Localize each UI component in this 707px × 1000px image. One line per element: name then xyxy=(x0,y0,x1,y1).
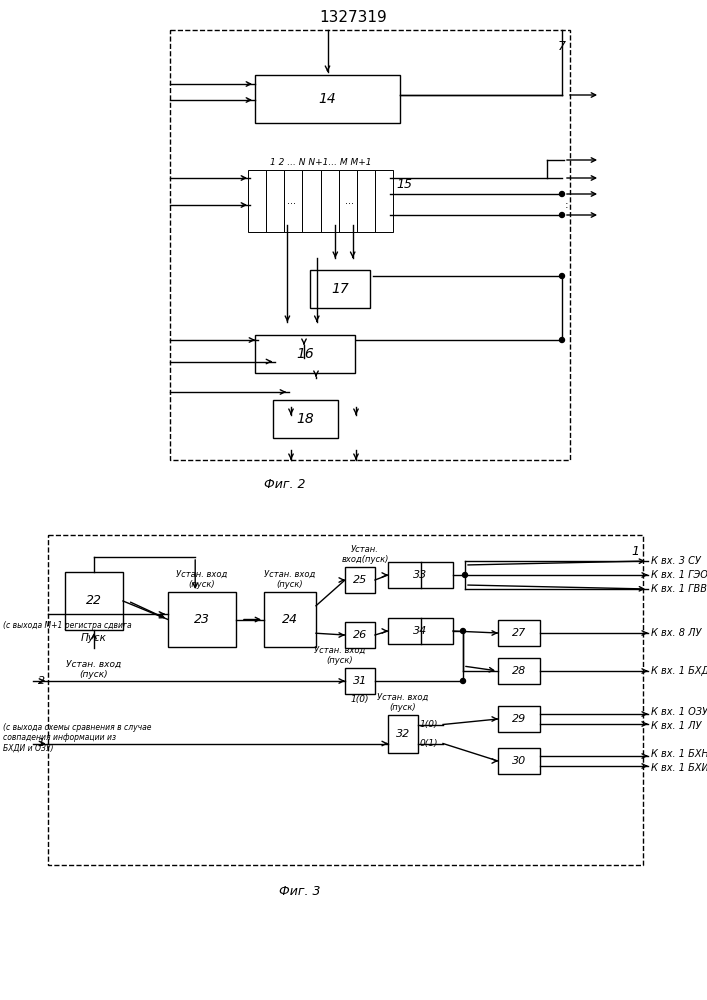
Text: Устан. вход
(пуск): Устан. вход (пуск) xyxy=(315,646,366,665)
Text: 27: 27 xyxy=(512,628,526,638)
Bar xyxy=(310,270,370,308)
Text: 28: 28 xyxy=(512,666,526,676)
Bar xyxy=(388,562,453,588)
Text: 18: 18 xyxy=(297,412,315,426)
Text: К вх. 8 ЛУ: К вх. 8 ЛУ xyxy=(651,628,701,638)
Bar xyxy=(388,715,418,753)
Bar xyxy=(498,620,540,646)
Text: Устан. вход
(пуск): Устан. вход (пуск) xyxy=(264,570,315,589)
Text: К вх. 1 ЛУ: К вх. 1 ЛУ xyxy=(651,721,701,731)
Text: 7: 7 xyxy=(558,40,566,53)
Text: Устан. вход
(пуск): Устан. вход (пуск) xyxy=(176,570,228,589)
Text: 1(0): 1(0) xyxy=(420,720,438,729)
Bar xyxy=(170,30,570,460)
Bar xyxy=(498,658,540,684)
Text: ...: ... xyxy=(287,196,296,206)
Bar xyxy=(303,170,320,232)
Text: 14: 14 xyxy=(319,92,337,106)
Text: 22: 22 xyxy=(86,594,102,607)
Text: К вх. 1 ОЗУ: К вх. 1 ОЗУ xyxy=(651,707,707,717)
Text: 1(0): 1(0) xyxy=(351,695,369,704)
Text: 34: 34 xyxy=(414,626,428,636)
Text: 25: 25 xyxy=(353,575,367,585)
Text: 30: 30 xyxy=(512,756,526,766)
Bar xyxy=(498,706,540,732)
Text: 16: 16 xyxy=(296,347,314,361)
Text: К вх. 1 ГЭО: К вх. 1 ГЭО xyxy=(651,570,707,580)
Bar xyxy=(345,622,375,648)
Bar xyxy=(320,170,339,232)
Text: Фиг. 2: Фиг. 2 xyxy=(264,478,305,491)
Text: К вх. 3 СУ: К вх. 3 СУ xyxy=(651,556,701,566)
Circle shape xyxy=(460,629,465,634)
Circle shape xyxy=(462,572,467,578)
Bar xyxy=(264,592,316,647)
Text: К вх. 1 БХННЭ: К вх. 1 БХННЭ xyxy=(651,749,707,759)
Text: 24: 24 xyxy=(282,613,298,626)
Text: 15: 15 xyxy=(396,178,412,191)
Text: 0(1): 0(1) xyxy=(420,739,438,748)
Text: 17: 17 xyxy=(331,282,349,296)
Bar xyxy=(498,748,540,774)
Text: 2: 2 xyxy=(38,676,45,686)
Bar xyxy=(248,170,266,232)
Text: 33: 33 xyxy=(414,570,428,580)
Circle shape xyxy=(559,273,564,278)
Circle shape xyxy=(559,213,564,218)
Text: (с выхода M+1 регистра сдвига: (с выхода M+1 регистра сдвига xyxy=(3,620,132,630)
Bar xyxy=(388,618,453,644)
Bar xyxy=(48,535,643,865)
Bar xyxy=(345,567,375,593)
Text: 29: 29 xyxy=(512,714,526,724)
Bar xyxy=(168,592,236,647)
Text: ...: ... xyxy=(345,196,354,206)
Text: Пуск: Пуск xyxy=(81,633,107,643)
Bar xyxy=(65,572,123,630)
Text: Устан.
вход(пуск): Устан. вход(пуск) xyxy=(341,545,389,564)
Text: 1: 1 xyxy=(38,738,45,748)
Bar xyxy=(339,170,357,232)
Circle shape xyxy=(559,192,564,196)
Circle shape xyxy=(559,338,564,342)
Text: 23: 23 xyxy=(194,613,210,626)
Text: К вх. 1 БХИОЗЭ: К вх. 1 БХИОЗЭ xyxy=(651,763,707,773)
Text: Фиг. 3: Фиг. 3 xyxy=(279,885,321,898)
Bar xyxy=(255,75,400,123)
Bar xyxy=(345,668,375,694)
Text: :: : xyxy=(565,200,569,210)
Text: К вх. 1 ГВВ: К вх. 1 ГВВ xyxy=(651,584,707,594)
Bar xyxy=(273,400,338,438)
Text: Устан. вход
(пуск): Устан. вход (пуск) xyxy=(378,693,428,712)
Text: Устан. вход
(пуск): Устан. вход (пуск) xyxy=(66,660,122,679)
Bar xyxy=(255,335,355,373)
Text: 26: 26 xyxy=(353,630,367,640)
Bar xyxy=(284,170,303,232)
Text: 1327319: 1327319 xyxy=(319,10,387,25)
Text: 1: 1 xyxy=(631,545,639,558)
Bar xyxy=(266,170,284,232)
Text: (с выхода схемы сравнения в случае
совпадения информации из
БХДИ и ОЗУ): (с выхода схемы сравнения в случае совпа… xyxy=(3,723,151,753)
Bar xyxy=(357,170,375,232)
Text: 1 2 ... N N+1... M M+1: 1 2 ... N N+1... M M+1 xyxy=(270,158,371,167)
Bar xyxy=(375,170,393,232)
Text: 32: 32 xyxy=(396,729,410,739)
Text: К вх. 1 БХДИ: К вх. 1 БХДИ xyxy=(651,666,707,676)
Text: 31: 31 xyxy=(353,676,367,686)
Circle shape xyxy=(460,678,465,684)
